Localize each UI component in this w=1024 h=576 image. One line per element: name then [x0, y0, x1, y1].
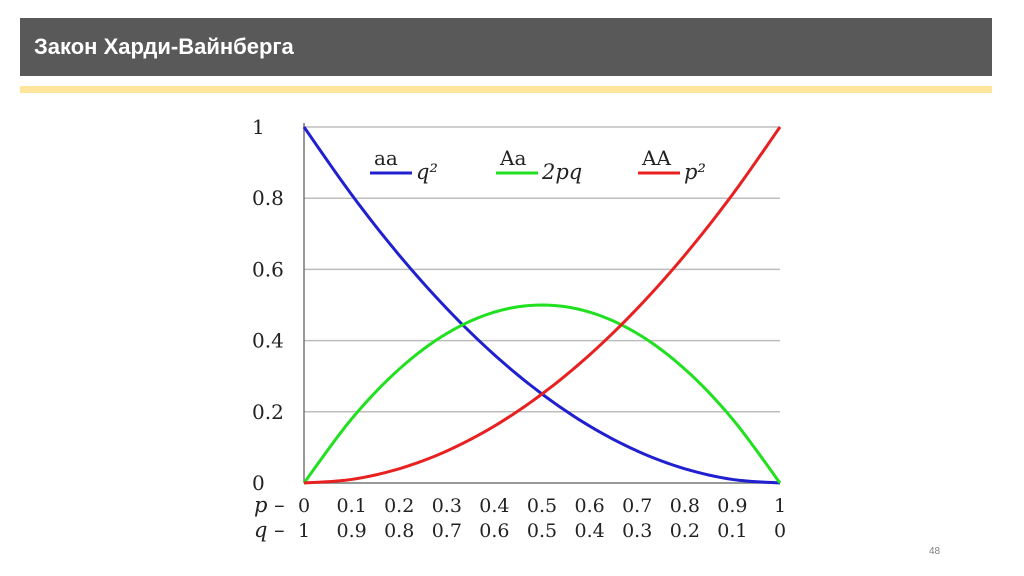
q-tick-label: 0.2 — [670, 520, 700, 542]
p-tick-label: 0.3 — [432, 495, 462, 517]
hardy-weinberg-chart: aa q² Aa 2pq AA p² 0 0.2 0.4 0.6 0.8 1 p –q – 0 0.1 0.… — [252, 115, 786, 542]
legend-label-aa: Aa — [499, 146, 526, 170]
legend-label-aa: aa — [374, 146, 398, 170]
legend-formula-aa: 2pq — [541, 160, 582, 184]
p-tick-label: 0.6 — [574, 495, 604, 517]
y-tick-label: 0 — [252, 471, 265, 495]
q-tick-label: 0.4 — [574, 520, 604, 542]
legend-formula-aa: p² — [684, 160, 706, 184]
series-line-aa — [302, 303, 782, 484]
axes — [303, 123, 780, 484]
q-axis-label: q – — [254, 518, 285, 542]
y-tick-label: 0.8 — [252, 186, 284, 210]
q-tick-label: 0.3 — [622, 520, 652, 542]
y-tick-label: 1 — [252, 115, 265, 139]
p-axis-label: p – — [254, 493, 285, 517]
q-tick-label: 0.7 — [432, 520, 462, 542]
p-tick-label: 0.7 — [622, 495, 652, 517]
p-tick-label: 0.9 — [717, 495, 747, 517]
q-tick-label: 0.6 — [479, 520, 509, 542]
legend-formula-aa: q² — [416, 160, 438, 184]
series-lines — [302, 126, 782, 485]
p-tick-label: 0.8 — [670, 495, 700, 517]
p-tick-label: 0.5 — [527, 495, 557, 517]
q-tick-label: 0.9 — [336, 520, 366, 542]
q-tick-label: 0.8 — [384, 520, 414, 542]
legend: aa q² Aa 2pq AA p² — [370, 146, 706, 184]
q-tick-label: 0 — [774, 520, 786, 542]
title-bar: Закон Харди-Вайнберга — [20, 18, 992, 76]
y-tick-label: 0.2 — [252, 400, 284, 424]
accent-strip — [20, 86, 992, 93]
p-tick-label: 1 — [774, 495, 786, 517]
slide-title: Закон Харди-Вайнберга — [34, 34, 294, 59]
p-tick-label: 0.4 — [479, 495, 509, 517]
y-tick-label: 0.4 — [252, 329, 284, 353]
p-tick-label: 0.1 — [336, 495, 366, 517]
q-tick-label: 1 — [298, 520, 310, 542]
p-tick-label: 0 — [298, 495, 310, 517]
y-tick-label: 0.6 — [252, 257, 284, 281]
p-tick-label: 0.2 — [384, 495, 414, 517]
tick-labels: 0 0.2 0.4 0.6 0.8 1 p –q – 0 0.1 0.2 0.3 0.4 0.5 0.6 0… — [252, 115, 786, 542]
series-line-aa — [303, 126, 782, 485]
q-tick-label: 0.1 — [717, 520, 747, 542]
q-tick-label: 0.5 — [527, 520, 557, 542]
legend-label-aa: AA — [641, 146, 671, 170]
page-number: 48 — [929, 546, 941, 557]
grid-lines — [304, 126, 780, 413]
